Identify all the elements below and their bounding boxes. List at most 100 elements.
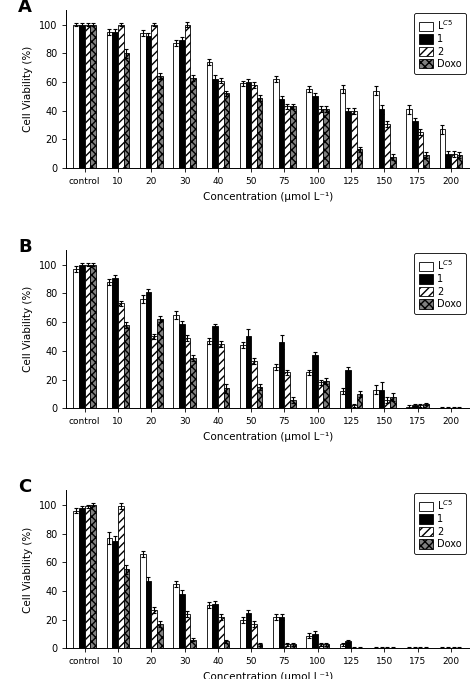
Bar xyxy=(351,405,357,408)
Bar xyxy=(279,99,284,168)
Bar xyxy=(85,507,91,648)
Bar xyxy=(140,553,146,648)
Bar xyxy=(224,641,229,648)
Bar xyxy=(340,644,346,648)
Bar xyxy=(257,98,263,168)
Bar xyxy=(207,606,212,648)
Bar xyxy=(284,107,290,168)
Bar xyxy=(151,24,157,168)
Bar xyxy=(140,299,146,408)
Bar xyxy=(107,32,112,168)
Bar xyxy=(290,107,296,168)
Bar xyxy=(351,111,357,168)
Bar xyxy=(318,644,323,648)
X-axis label: Concentration (μmol L⁻¹): Concentration (μmol L⁻¹) xyxy=(203,191,333,202)
Bar xyxy=(323,644,329,648)
Bar xyxy=(273,617,279,648)
Bar xyxy=(85,24,91,168)
Bar xyxy=(184,614,190,648)
Bar xyxy=(423,155,429,168)
Bar xyxy=(73,24,79,168)
Bar xyxy=(406,407,412,408)
Bar xyxy=(218,344,224,408)
Bar xyxy=(173,584,179,648)
Bar xyxy=(124,570,129,648)
Y-axis label: Cell Viability (%): Cell Viability (%) xyxy=(23,286,33,373)
Bar xyxy=(179,324,184,408)
Bar xyxy=(157,624,163,648)
Bar xyxy=(224,94,229,168)
Bar xyxy=(73,511,79,648)
Bar xyxy=(73,269,79,408)
Bar xyxy=(224,388,229,408)
Bar xyxy=(151,610,157,648)
Bar xyxy=(273,367,279,408)
Bar xyxy=(451,154,456,168)
Bar xyxy=(273,79,279,168)
Bar xyxy=(157,319,163,408)
Bar xyxy=(91,504,96,648)
Bar xyxy=(340,89,346,168)
Legend: L$^{C5}$, 1, 2, Doxo: L$^{C5}$, 1, 2, Doxo xyxy=(414,494,466,554)
Bar xyxy=(251,85,257,168)
Bar xyxy=(418,405,423,408)
Text: C: C xyxy=(18,478,31,496)
Bar xyxy=(240,345,246,408)
Bar xyxy=(173,43,179,168)
Bar xyxy=(257,387,263,408)
Bar xyxy=(246,337,251,408)
Bar xyxy=(346,641,351,648)
Bar xyxy=(290,644,296,648)
Bar xyxy=(124,53,129,168)
Bar xyxy=(379,390,384,408)
Bar xyxy=(157,76,163,168)
Bar xyxy=(179,594,184,648)
Bar xyxy=(190,640,196,648)
Bar xyxy=(373,390,379,408)
Bar xyxy=(140,33,146,168)
Bar xyxy=(390,397,396,408)
Bar xyxy=(151,337,157,408)
Bar xyxy=(346,369,351,408)
Bar xyxy=(340,391,346,408)
Bar xyxy=(423,404,429,408)
Bar xyxy=(218,617,224,648)
Bar xyxy=(318,382,323,408)
Bar xyxy=(390,157,396,168)
Bar xyxy=(91,24,96,168)
Bar xyxy=(218,81,224,168)
Bar xyxy=(379,109,384,168)
Bar xyxy=(107,282,112,408)
Bar xyxy=(190,358,196,408)
Bar xyxy=(279,617,284,648)
Bar xyxy=(412,121,418,168)
Bar xyxy=(91,265,96,408)
Bar xyxy=(346,111,351,168)
Bar xyxy=(279,342,284,408)
Bar xyxy=(79,24,85,168)
Bar xyxy=(124,325,129,408)
Bar xyxy=(146,581,151,648)
Bar xyxy=(323,381,329,408)
Bar xyxy=(257,644,263,648)
Bar xyxy=(112,540,118,648)
Bar xyxy=(384,400,390,408)
Bar xyxy=(284,644,290,648)
Bar xyxy=(312,634,318,648)
Bar xyxy=(240,620,246,648)
Bar xyxy=(118,304,124,408)
Bar xyxy=(406,109,412,168)
Bar xyxy=(312,355,318,408)
Bar xyxy=(212,604,218,648)
Bar xyxy=(212,327,218,408)
Bar xyxy=(412,405,418,408)
Bar xyxy=(284,372,290,408)
Bar xyxy=(112,278,118,408)
Bar xyxy=(251,624,257,648)
Bar xyxy=(323,109,329,168)
Bar xyxy=(240,84,246,168)
Bar xyxy=(357,394,363,408)
Bar xyxy=(384,124,390,168)
Bar xyxy=(439,130,445,168)
Y-axis label: Cell Viability (%): Cell Viability (%) xyxy=(23,46,33,132)
